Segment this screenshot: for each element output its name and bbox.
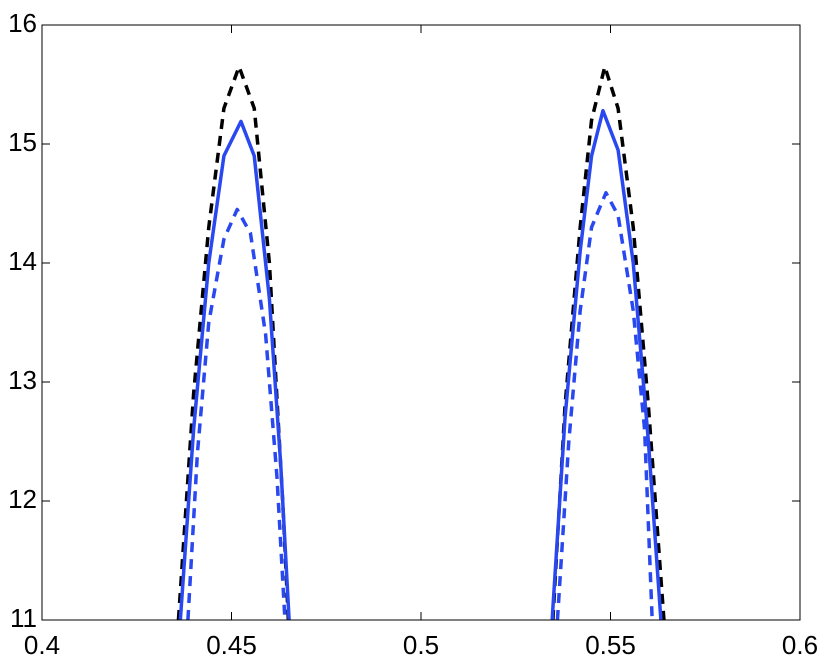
series-line bbox=[186, 191, 654, 620]
axes-box bbox=[41, 24, 801, 621]
y-tick-label: 13 bbox=[8, 365, 37, 395]
x-tick-label: 0.55 bbox=[585, 630, 636, 659]
plot-background bbox=[42, 25, 800, 620]
y-tick-label: 16 bbox=[8, 8, 37, 38]
x-tick-label: 0.5 bbox=[403, 630, 439, 659]
y-tick-label: 14 bbox=[8, 246, 37, 276]
series-line bbox=[178, 108, 663, 620]
x-tick-label: 0.45 bbox=[206, 630, 257, 659]
y-tick-label: 12 bbox=[8, 484, 37, 514]
x-tick-label: 0.6 bbox=[782, 630, 818, 659]
y-tick-label: 11 bbox=[10, 603, 37, 633]
y-tick-label: 15 bbox=[8, 127, 37, 157]
x-tick-label: 0.4 bbox=[24, 630, 60, 659]
